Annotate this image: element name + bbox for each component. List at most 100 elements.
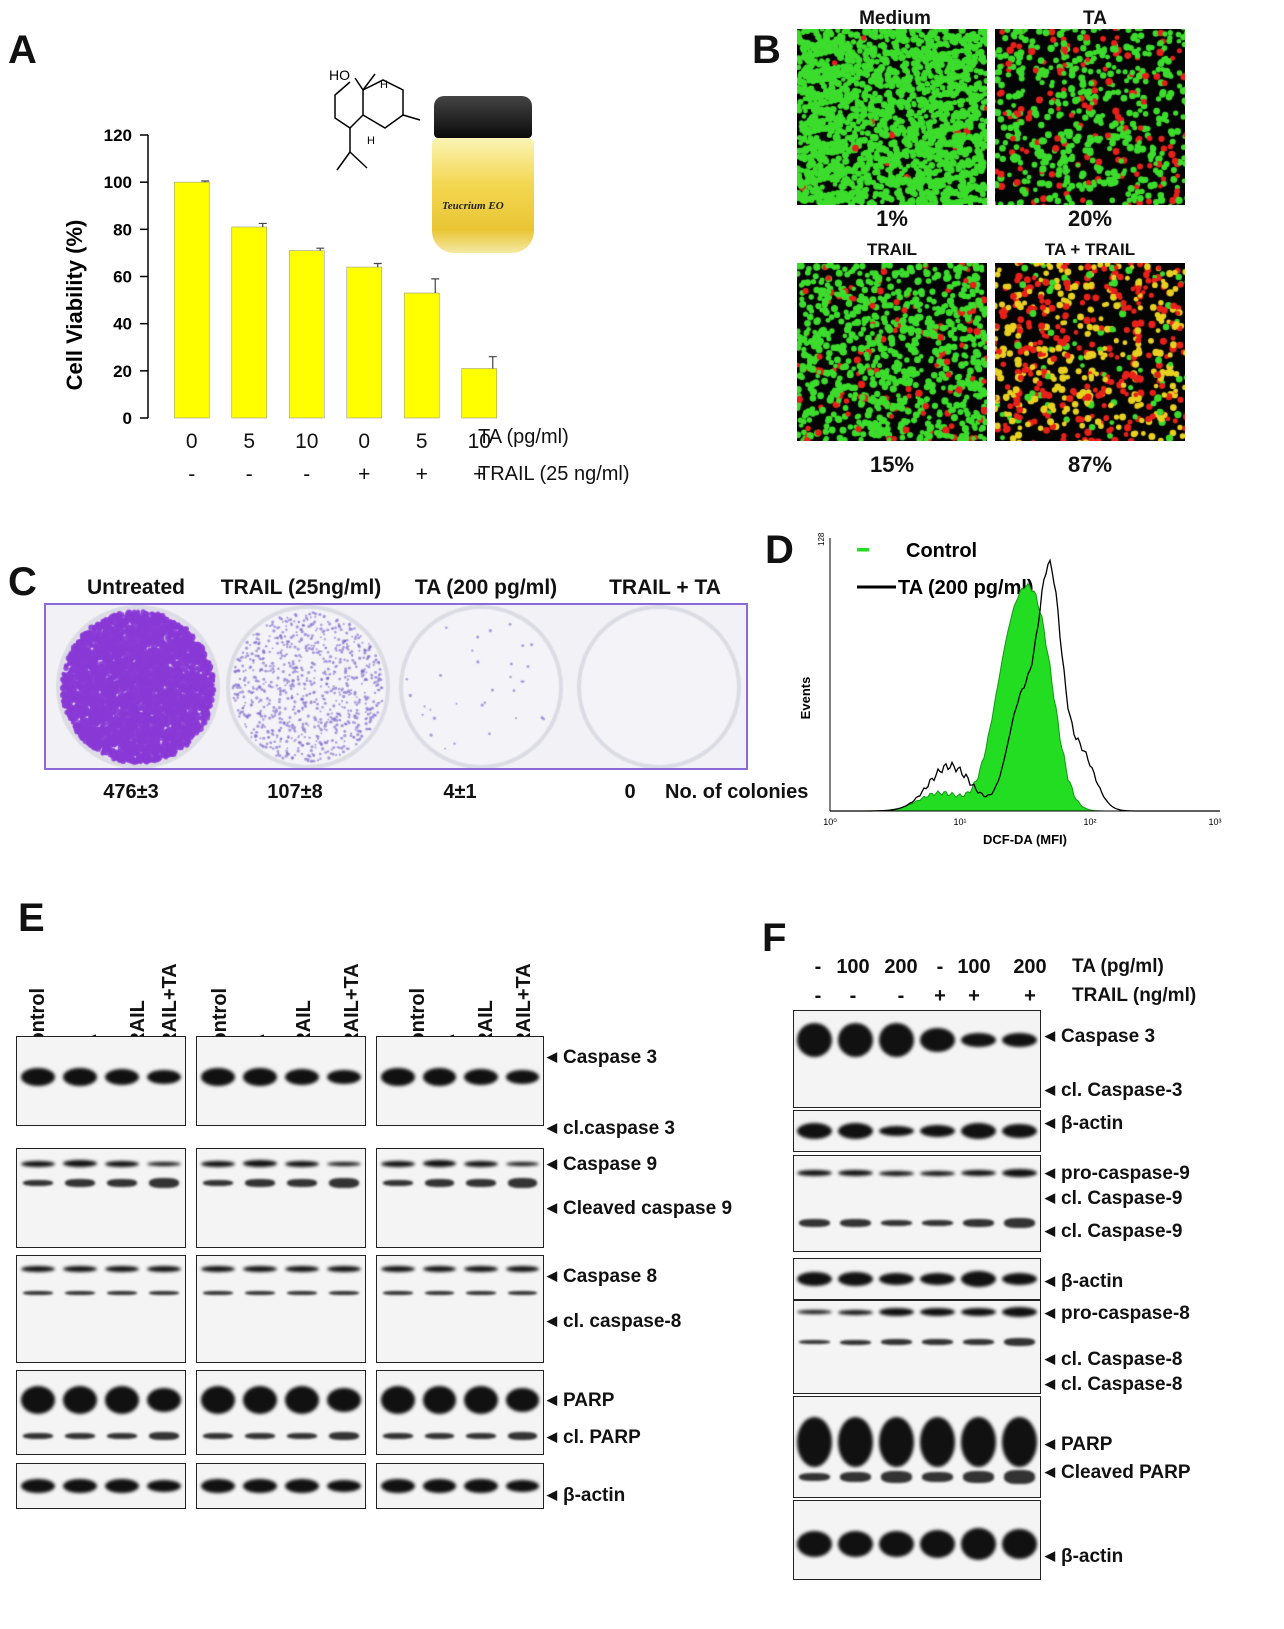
well-title-ta: TA (200 pg/ml) [414, 576, 558, 599]
micrograph-title-medium: Medium [859, 8, 931, 29]
svg-text:H: H [380, 79, 388, 91]
e-blot-row2-group1 [16, 1148, 186, 1248]
well-title-untreated: Untreated [86, 576, 186, 599]
colony-count-ta: 4±1 [443, 781, 477, 803]
trail-sign-5: + [415, 463, 428, 486]
e-marker-caspase9: Caspase 9 [547, 1154, 657, 1176]
legend-swatch-control [857, 548, 869, 552]
f-ta-dose-1: - [814, 956, 822, 978]
e-blot-row5-group3 [376, 1463, 544, 1509]
legend-control: Control [906, 540, 977, 562]
panel-e-label: E [18, 896, 45, 940]
bar-5 [403, 292, 440, 419]
micrograph-ta-trail [995, 263, 1185, 441]
e-blot-row3-group2 [196, 1255, 366, 1363]
trail-sign-6: + [473, 463, 486, 486]
ta-axis-label: TA (pg/ml) [478, 426, 569, 448]
cell-viability-chart: Cell Viability (%) 0 20 40 60 80 100 120 [62, 126, 498, 428]
trail-sign-4: + [358, 463, 371, 486]
y-tick-label: 100 [104, 173, 132, 192]
x-tick-1: 10¹ [953, 817, 966, 827]
micrograph-ta [995, 29, 1185, 205]
f-blot-row3 [793, 1155, 1041, 1252]
f-ta-dose-3: 200 [884, 956, 918, 978]
panel-f-label: F [762, 916, 787, 960]
y-tick-label: 60 [113, 268, 132, 287]
f-trail-sign-1: - [814, 985, 822, 1007]
f-marker-beta-actin-2: β-actin [1045, 1271, 1123, 1293]
histogram-ylabel: Events [798, 677, 813, 720]
micrograph-title-ta: TA [1083, 8, 1107, 29]
f-ta-label: TA (pg/ml) [1072, 956, 1164, 977]
ta-dose-4: 0 [358, 430, 371, 453]
e-marker-cl-caspase8: cl. caspase-8 [547, 1311, 681, 1333]
e-blot-row3-group3 [376, 1255, 544, 1363]
f-marker-cleaved-parp: Cleaved PARP [1045, 1462, 1191, 1484]
e-marker-cl-caspase3: cl.caspase 3 [547, 1118, 675, 1140]
molecule-structure: HO H H [329, 67, 421, 171]
histogram-ytop: 128 [817, 532, 826, 546]
e-blot-row4-group2 [196, 1370, 366, 1455]
e-blot-row4-group1 [16, 1370, 186, 1455]
micrograph-title-ta-trail: TA + TRAIL [1044, 240, 1136, 259]
e-marker-cl-parp: cl. PARP [547, 1427, 641, 1449]
micrograph-medium [797, 29, 987, 205]
e-blot-row1-group3 [376, 1036, 544, 1126]
colony-count-trail-ta: 0 [624, 781, 636, 803]
f-marker-beta-actin-1: β-actin [1045, 1113, 1123, 1135]
f-ta-dose-5: 100 [957, 956, 991, 978]
error-bar-2 [258, 222, 267, 227]
micrograph-pct-medium: 1% [876, 206, 908, 231]
f-ta-dose-4: - [936, 956, 944, 978]
x-tick-0: 10⁰ [823, 817, 837, 827]
x-tick-3: 10³ [1208, 817, 1221, 827]
error-bar-4 [373, 262, 382, 268]
colony-count-trail: 107±8 [267, 781, 323, 803]
essential-oil-vial: Teucrium EO [428, 96, 538, 271]
f-marker-cl-caspase8-b: cl. Caspase-8 [1045, 1374, 1182, 1396]
panel-c-label: C [8, 560, 37, 604]
bar-3 [288, 250, 325, 419]
micrograph-trail [797, 263, 987, 441]
f-trail-sign-5: + [968, 985, 980, 1007]
trail-axis-label: TRAIL (25 ng/ml) [478, 463, 630, 485]
y-axis-label: Cell Viability (%) [62, 220, 87, 391]
f-marker-parp: PARP [1045, 1434, 1112, 1456]
y-tick-label: 120 [104, 126, 132, 145]
e-marker-cleaved-caspase9: Cleaved caspase 9 [547, 1198, 732, 1220]
trail-sign-3: - [303, 463, 311, 486]
f-marker-cl-caspase9-b: cl. Caspase-9 [1045, 1221, 1182, 1243]
y-tick-label: 80 [113, 220, 132, 239]
f-blot-row6 [793, 1396, 1041, 1498]
error-bar-3 [316, 247, 325, 251]
f-blot-row7 [793, 1500, 1041, 1580]
y-tick-label: 40 [113, 315, 132, 334]
trail-sign-2: - [245, 463, 253, 486]
bar-4 [346, 266, 383, 419]
f-blot-row5 [793, 1300, 1041, 1394]
e-blot-row2-group3 [376, 1148, 544, 1248]
f-trail-sign-2: - [849, 985, 857, 1007]
colony-count-label: No. of colonies [665, 781, 809, 803]
f-marker-cl-caspase3: cl. Caspase-3 [1045, 1080, 1182, 1102]
error-bar-5 [431, 278, 440, 294]
vial-label: Teucrium EO [442, 200, 504, 212]
f-marker-pro-caspase8: pro-caspase-8 [1045, 1303, 1190, 1325]
y-tick-label: 20 [113, 362, 132, 381]
panel-a-label: A [8, 28, 37, 72]
e-blot-row1-group2 [196, 1036, 366, 1126]
colony-plate [44, 603, 748, 770]
f-blot-row2 [793, 1110, 1041, 1152]
f-blot-row1 [793, 1010, 1041, 1108]
e-blot-row1-group1 [16, 1036, 186, 1126]
ta-dose-3: 10 [295, 430, 319, 453]
e-blot-row2-group2 [196, 1148, 366, 1248]
micrograph-pct-ta-trail: 87% [1067, 452, 1113, 477]
e-blot-row5-group2 [196, 1463, 366, 1509]
f-marker-pro-caspase9: pro-caspase-9 [1045, 1163, 1190, 1185]
ta-dose-2: 5 [243, 430, 256, 453]
e-blot-row3-group1 [16, 1255, 186, 1363]
e-blot-row4-group3 [376, 1370, 544, 1455]
f-marker-cl-caspase8-a: cl. Caspase-8 [1045, 1349, 1182, 1371]
micrograph-title-trail: TRAIL [866, 240, 918, 259]
